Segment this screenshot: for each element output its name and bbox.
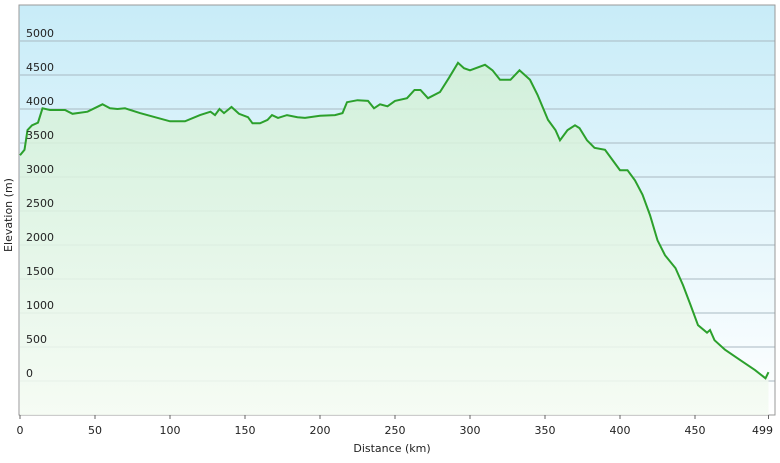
x-tick-label: 250 bbox=[385, 424, 406, 437]
y-tick-label: 3500 bbox=[26, 129, 54, 142]
y-tick-label: 0 bbox=[26, 367, 33, 380]
y-tick-label: 4500 bbox=[26, 61, 54, 74]
y-tick-label: 1000 bbox=[26, 299, 54, 312]
y-tick-label: 2500 bbox=[26, 197, 54, 210]
x-tick-label: 499 bbox=[752, 424, 773, 437]
y-tick-label: 3000 bbox=[26, 163, 54, 176]
y-tick-label: 1500 bbox=[26, 265, 54, 278]
y-tick-label: 4000 bbox=[26, 95, 54, 108]
x-tick-label: 200 bbox=[310, 424, 331, 437]
x-axis-label: Distance (km) bbox=[353, 442, 430, 455]
elevation-line bbox=[19, 61, 770, 380]
y-tick-label: 5000 bbox=[26, 27, 54, 40]
x-tick-label: 450 bbox=[685, 424, 706, 437]
x-tick-label: 0 bbox=[17, 424, 24, 437]
x-tick-label: 300 bbox=[460, 424, 481, 437]
area-fill bbox=[20, 62, 769, 416]
y-axis-label: Elevation (m) bbox=[2, 178, 15, 252]
x-tick-label: 50 bbox=[88, 424, 102, 437]
x-tick-label: 350 bbox=[535, 424, 556, 437]
x-tick-label: 150 bbox=[235, 424, 256, 437]
y-tick-label: 2000 bbox=[26, 231, 54, 244]
x-tick-label: 100 bbox=[160, 424, 181, 437]
x-tick-label: 400 bbox=[610, 424, 631, 437]
y-tick-label: 500 bbox=[26, 333, 47, 346]
